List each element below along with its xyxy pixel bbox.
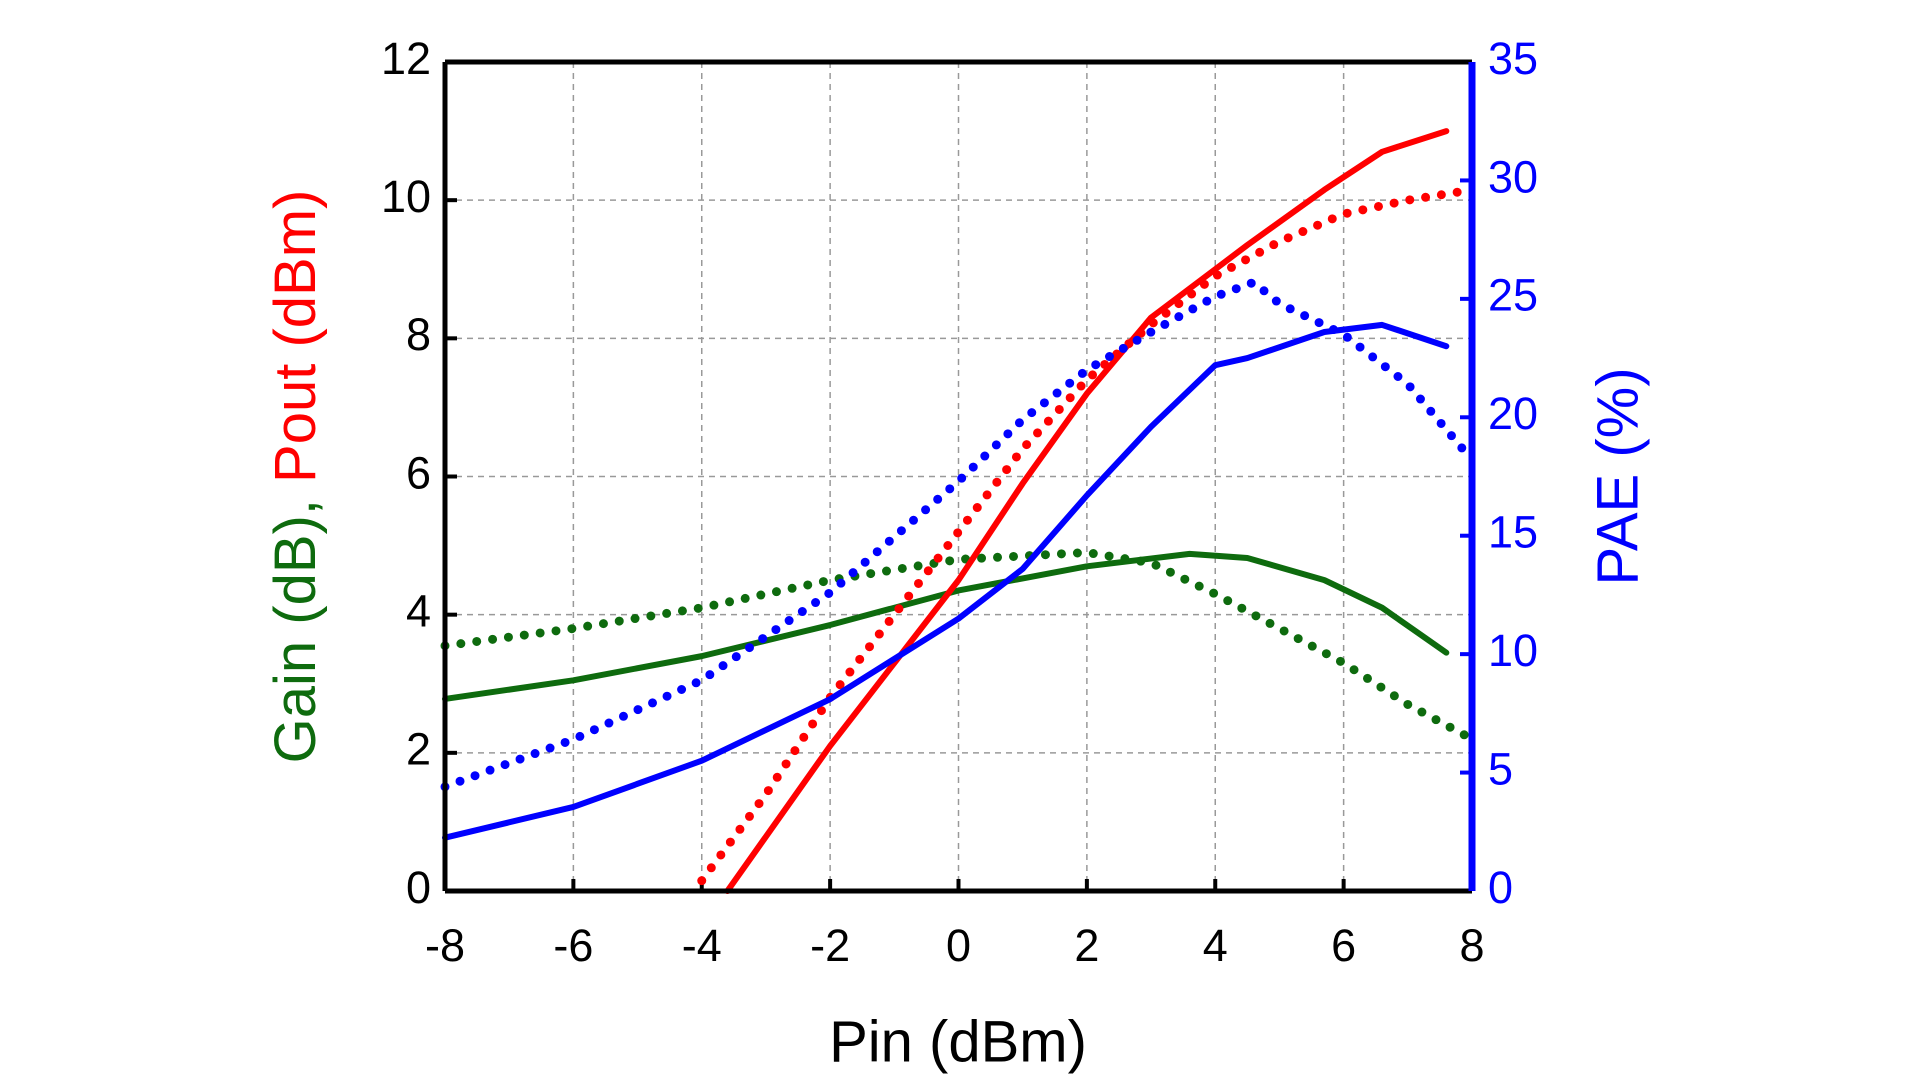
x-tick-label: 2 xyxy=(1074,920,1099,971)
x-tick-label: -8 xyxy=(425,920,465,971)
x-tick-label: -4 xyxy=(682,920,722,971)
y-tick-label: 0 xyxy=(406,862,431,913)
y-axis-label-part: , xyxy=(263,483,328,515)
y-tick-label: 2 xyxy=(406,724,431,775)
y2-tick-label: 20 xyxy=(1488,388,1538,439)
y2-tick-label: 0 xyxy=(1488,862,1513,913)
x-tick-label: 8 xyxy=(1459,920,1484,971)
x-tick-label: -2 xyxy=(810,920,850,971)
data-line xyxy=(440,277,1477,792)
y-tick-label: 4 xyxy=(406,586,431,637)
x-tick-label: 0 xyxy=(946,920,971,971)
y2-axis-label: PAE (%) xyxy=(1585,367,1650,585)
y-axis-label-part: Pout (dBm) xyxy=(263,190,328,483)
x-axis-label: Pin (dBm) xyxy=(829,1009,1087,1074)
y-tick-label: 6 xyxy=(406,447,431,498)
x-tick-label: 4 xyxy=(1203,920,1228,971)
y2-tick-label: 35 xyxy=(1488,33,1538,84)
data-line xyxy=(442,550,1450,702)
x-tick-label: -6 xyxy=(553,920,593,971)
data-line xyxy=(440,547,1477,744)
x-tick-label: 6 xyxy=(1331,920,1356,971)
y2-tick-label: 10 xyxy=(1488,625,1538,676)
y-axis-label: Gain (dB), Pout (dBm) xyxy=(263,190,328,764)
data-line xyxy=(442,321,1450,841)
y2-tick-label: 30 xyxy=(1488,151,1538,202)
y2-tick-label: 15 xyxy=(1488,507,1538,558)
y-axis-label-part: Gain (dB) xyxy=(263,515,328,763)
y2-tick-label: 25 xyxy=(1488,270,1538,321)
y-tick-label: 8 xyxy=(406,309,431,360)
y-tick-label: 12 xyxy=(381,33,431,84)
y2-tick-label: 5 xyxy=(1488,743,1513,794)
y-tick-label: 10 xyxy=(381,171,431,222)
